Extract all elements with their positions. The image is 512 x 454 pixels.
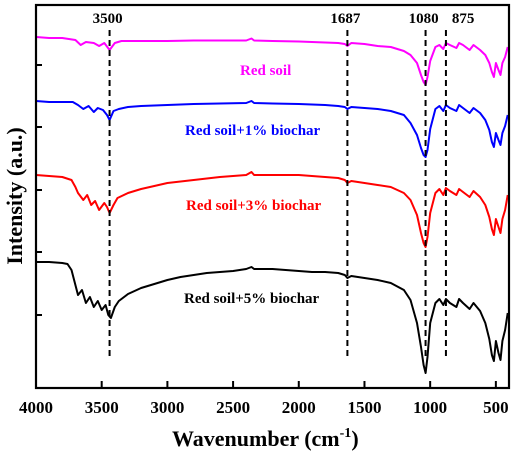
y-axis-title: Intensity (a.u.) [2,127,27,265]
x-tick-label: 1000 [413,398,447,417]
series-line-3 [35,171,509,248]
series-label-5pct-biochar: Red soil+5% biochar [184,291,320,307]
x-tick-label: 3000 [150,398,184,417]
series-layer [35,36,509,374]
series-labels: Red soil Red soil+1% biochar Red soil+3%… [184,63,322,307]
peak-lines: 3500 1687 1080 875 [93,11,475,360]
peak-label-875: 875 [452,11,475,27]
x-ticks: 4000 3500 3000 2500 2000 1500 1000 500 [19,381,509,417]
series-label-red-soil: Red soil [240,63,291,79]
x-tick-label: 2500 [216,398,250,417]
x-tick-label: 2000 [282,398,316,417]
series-label-1pct-biochar: Red soil+1% biochar [185,123,321,139]
x-tick-label: 4000 [19,398,53,417]
x-axis-title: Wavenumber (cm-1) [172,426,359,451]
series-line-4 [36,261,509,374]
plot-frame [34,3,511,390]
peak-label-1687: 1687 [330,11,361,27]
peak-label-1080: 1080 [409,11,439,27]
series-label-3pct-biochar: Red soil+3% biochar [186,198,322,214]
x-tick-label: 3500 [85,398,119,417]
x-tick-label: 500 [483,398,509,417]
series-line-1 [35,36,509,86]
y-ticks [36,64,42,316]
peak-label-3500: 3500 [93,11,123,27]
x-tick-label: 1500 [347,398,381,417]
series-line-2 [35,100,509,158]
